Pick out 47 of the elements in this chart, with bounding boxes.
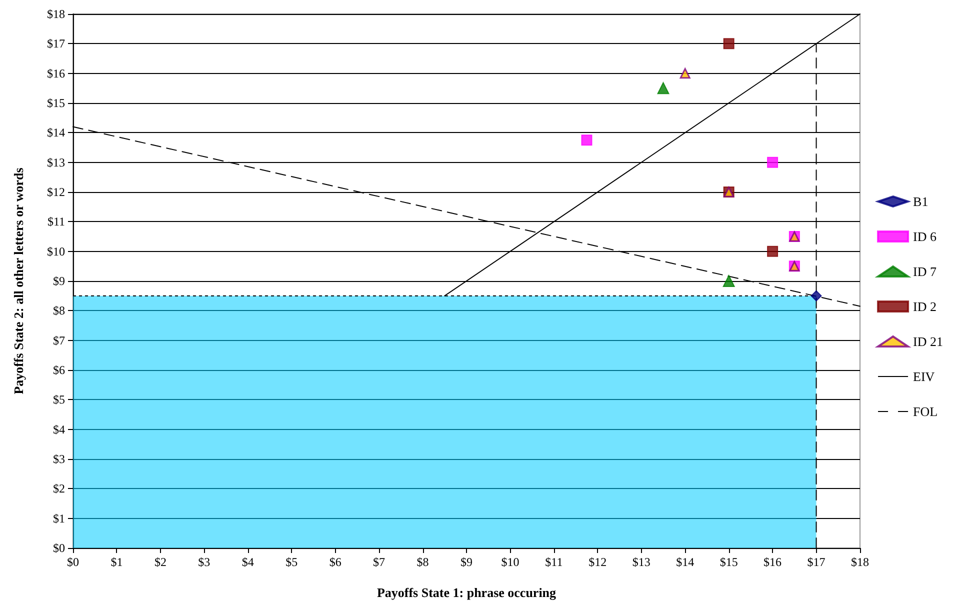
y-tick-label: $4 [53,422,65,436]
y-tick-label: $3 [53,452,65,466]
legend-label: B1 [913,194,928,209]
y-tick-label: $5 [53,392,65,407]
y-tick-label: $14 [47,126,65,140]
x-tick-label: $8 [416,555,429,569]
y-tick-label: $15 [47,96,65,110]
y-tick-label: $16 [47,66,65,80]
y-axis-title: Payoffs State 2: all other letters or words [11,168,26,394]
x-tick-label: $7 [373,555,386,569]
x-tick-label: $5 [286,555,298,569]
x-tick-label: $6 [329,555,342,569]
x-tick-label: $0 [67,555,79,569]
x-tick-label: $12 [588,555,607,569]
x-tick-label: $9 [460,555,472,569]
y-tick-label: $13 [47,155,65,170]
y-tick-label: $0 [53,541,65,555]
y-tick-label: $6 [53,363,65,377]
x-tick-label: $1 [110,555,123,569]
y-tick-label: $18 [47,7,65,21]
y-tick-label: $11 [47,214,65,229]
y-tick-label: $9 [53,274,65,288]
y-tick-label: $17 [47,36,65,51]
legend-label: ID 6 [913,229,937,244]
legend-label: ID 21 [913,334,943,349]
x-tick-label: $11 [545,555,563,569]
y-tick-label: $8 [53,304,65,318]
y-tick-label: $10 [47,244,65,258]
legend-label: ID 7 [913,264,937,279]
legend-label: EIV [913,369,936,384]
x-tick-label: $14 [676,555,694,569]
y-tick-label: $12 [47,185,65,199]
x-tick-label: $15 [720,555,738,569]
y-tick-label: $7 [53,333,65,348]
x-tick-label: $3 [198,555,210,569]
legend-label: FOL [913,404,938,419]
x-tick-label: $16 [764,555,782,569]
x-tick-label: $4 [242,555,254,569]
legend-label: ID 2 [913,299,936,314]
x-tick-label: $2 [154,555,166,569]
y-tick-label: $2 [53,482,65,496]
y-tick-label: $1 [53,511,65,526]
x-tick-label: $10 [501,555,520,569]
x-tick-label: $17 [807,555,826,569]
x-tick-label: $18 [851,555,869,569]
x-tick-label: $13 [632,555,650,569]
x-axis-title: Payoffs State 1: phrase occuring [376,585,557,600]
